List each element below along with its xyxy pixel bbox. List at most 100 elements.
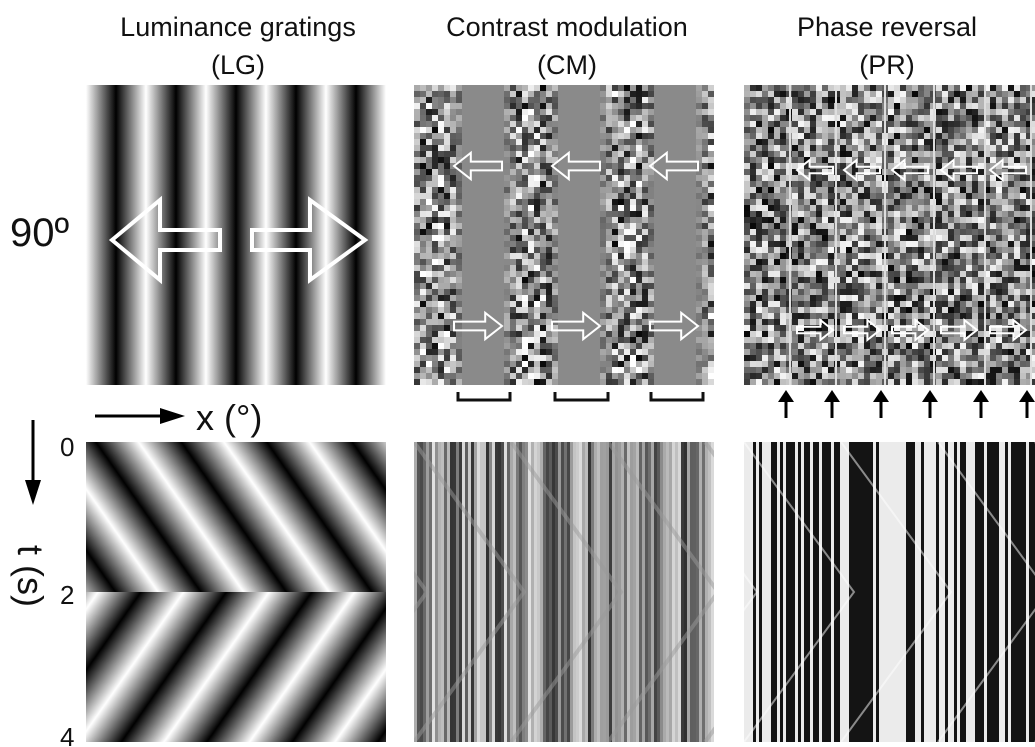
noise [444,355,450,361]
noise [924,241,930,247]
noise [438,301,444,307]
noise [798,133,804,139]
noise [510,379,516,385]
noise [978,301,984,307]
noise [534,157,540,163]
noise [534,301,540,307]
noise [798,97,804,103]
streak [888,442,891,742]
noise [822,217,828,223]
streak [684,442,687,742]
noise [990,217,996,223]
noise [630,199,636,205]
noise [450,157,456,163]
noise [450,97,456,103]
noise [990,205,996,211]
noise [1014,229,1020,235]
noise [618,151,624,157]
streak [846,442,849,742]
noise [792,367,798,373]
noise [612,307,618,313]
noise [612,163,618,169]
noise [510,301,516,307]
noise [762,373,768,379]
noise [648,313,654,319]
noise [816,283,822,289]
noise [858,277,864,283]
streak [564,442,567,742]
noise [936,127,942,133]
noise [972,259,978,265]
noise [450,283,456,289]
noise [420,157,426,163]
noise [414,361,420,367]
noise [804,307,810,313]
noise [756,241,762,247]
noise [828,241,834,247]
noise [996,217,1002,223]
noise [954,91,960,97]
noise [414,349,420,355]
noise [528,337,534,343]
noise [972,373,978,379]
streak [849,442,852,742]
noise [438,271,444,277]
noise [456,253,462,259]
noise [816,97,822,103]
noise [414,115,420,121]
streak [657,442,660,742]
noise [942,223,948,229]
noise [456,133,462,139]
noise [942,151,948,157]
noise [864,289,870,295]
noise [960,127,966,133]
noise [888,211,894,217]
noise [900,271,906,277]
noise [1020,109,1026,115]
noise [522,115,528,121]
streak [570,442,573,742]
noise [996,367,1002,373]
noise [1002,217,1008,223]
noise [756,271,762,277]
noise [762,259,768,265]
noise [816,265,822,271]
noise [864,295,870,301]
noise [1020,289,1026,295]
noise [414,145,420,151]
streak [513,442,516,742]
noise [516,379,522,385]
noise [1014,109,1020,115]
noise [870,217,876,223]
noise [960,91,966,97]
noise [552,211,558,217]
noise [504,163,510,169]
noise [510,199,516,205]
streak [771,442,774,742]
noise [540,337,546,343]
noise [516,175,522,181]
noise [504,115,510,121]
noise [750,307,756,313]
noise [876,289,882,295]
noise [552,313,558,319]
noise [540,355,546,361]
noise [702,253,708,259]
noise [744,325,750,331]
noise [750,211,756,217]
noise [1002,307,1008,313]
noise [780,373,786,379]
noise [942,217,948,223]
noise [906,229,912,235]
noise [540,163,546,169]
noise [1014,211,1020,217]
noise [906,337,912,343]
noise [618,367,624,373]
noise [870,91,876,97]
noise [552,331,558,337]
streak [831,442,834,742]
noise [924,235,930,241]
noise [426,181,432,187]
streak [816,442,819,742]
noise [534,193,540,199]
